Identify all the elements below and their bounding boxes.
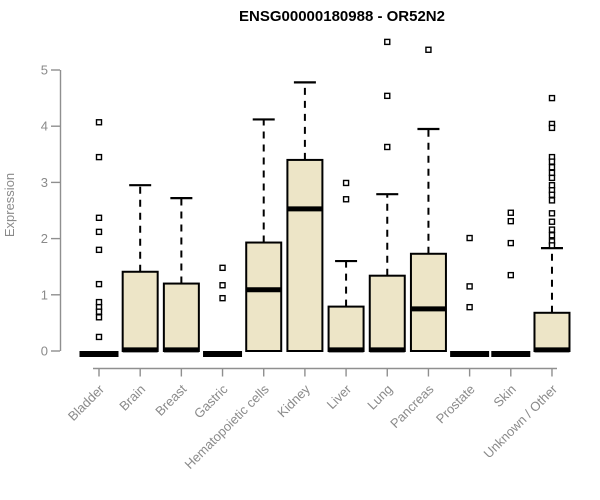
outlier-point [95,153,103,161]
outlier-point [95,119,103,126]
outlier-point [466,234,473,242]
outlier-point [548,210,556,217]
zero-median-bar [450,351,490,357]
outlier-point [548,174,556,182]
y-axis-title: Expression [2,173,17,237]
outlier-point [548,124,556,132]
zero-median-bar [79,351,119,357]
outlier-point [95,298,103,306]
y-tick-label: 2 [41,231,48,246]
outlier-point [507,209,514,216]
outlier-point [95,333,103,341]
outlier-point [507,239,514,247]
outlier-point [548,197,556,204]
box-liver [327,305,365,352]
outlier-point [384,92,391,100]
outlier-point [548,218,556,225]
y-tick-label: 0 [41,344,48,359]
x-tick-label: Liver [324,381,355,412]
outlier-point [95,280,103,288]
box-unknown-other [533,311,571,352]
outlier-point [219,282,226,289]
y-tick-label: 3 [41,175,48,190]
x-tick-label: Unknown / Other [481,381,561,461]
outlier-point [466,303,473,311]
box-breast [162,282,200,352]
outlier-point [219,294,226,302]
outlier-point [548,232,556,239]
outlier-point [95,308,103,315]
outlier-point [95,214,103,222]
zero-median-bar [203,351,243,357]
box-brain [121,270,159,352]
outlier-point [507,217,514,225]
outlier-point [342,179,350,187]
outlier-point [342,196,350,203]
outlier-point [548,182,556,189]
outlier-point [548,169,556,177]
outlier-point [384,38,391,46]
box-hematopoietic-cells [245,241,283,352]
x-tick-label: Gastric [191,381,231,421]
outlier-point [384,143,391,151]
box-kidney [286,158,324,352]
x-tick-label: Bladder [65,381,108,424]
box-lung [368,274,406,352]
x-tick-label: Pancreas [387,381,437,431]
chart-title: ENSG00000180988 - OR52N2 [239,8,445,25]
outlier-point [548,226,556,233]
x-tick-label: Kidney [274,381,313,420]
outlier-point [466,283,473,290]
x-tick-label: Lung [364,382,395,413]
y-tick-label: 5 [41,63,48,78]
outlier-point [95,246,103,254]
outlier-point [219,264,226,272]
outlier-point [95,228,103,236]
outlier-point [95,314,103,321]
outlier-point [548,191,556,198]
y-tick-label: 1 [41,287,48,302]
outlier-point [548,242,556,249]
y-tick-label: 4 [41,119,48,134]
outlier-point [425,46,432,53]
zero-median-bar [491,351,531,357]
outlier-point [507,271,514,279]
box-pancreas [409,252,447,352]
x-tick-label: Skin [490,382,518,410]
x-tick-label: Brain [116,382,148,414]
x-tick-label: Prostate [433,382,478,427]
outlier-point [548,164,556,171]
x-tick-label: Breast [152,381,189,418]
outlier-point [548,94,556,102]
outlier-point [548,158,556,165]
